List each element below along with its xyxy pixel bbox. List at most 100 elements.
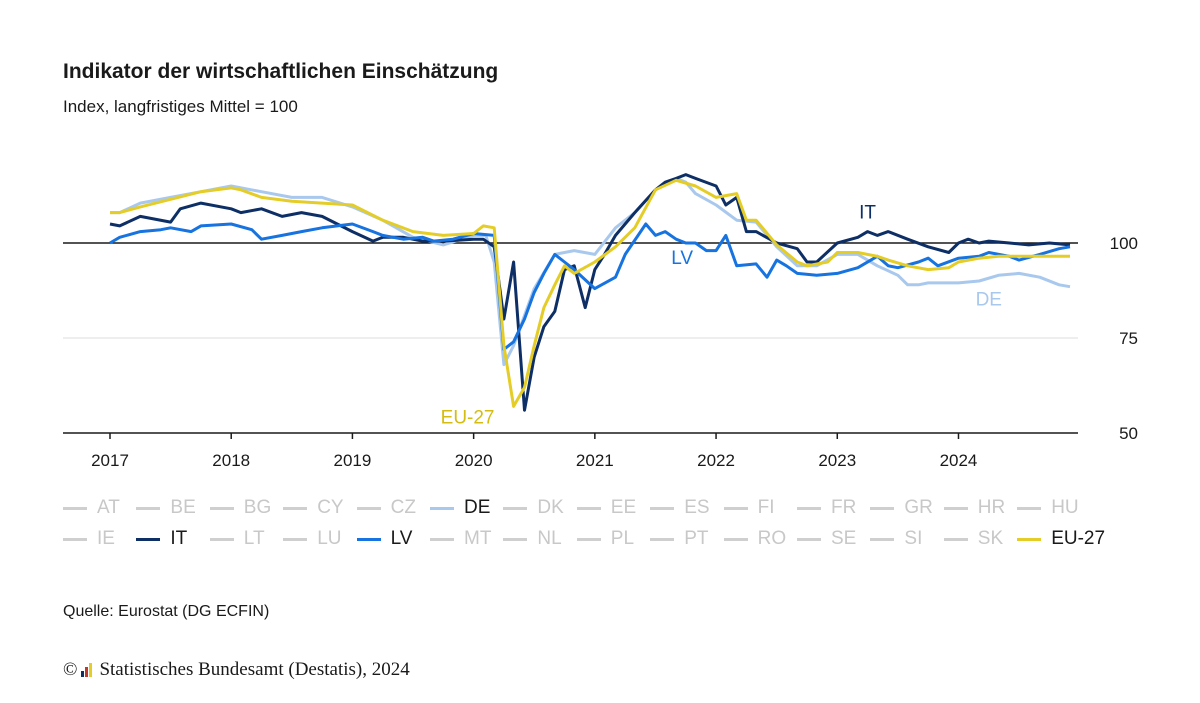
line-chart: 50 75 100 2017 2018 2019 2020 2021 2022 2023 2024… <box>63 173 1138 470</box>
legend-item-lv[interactable]: LV <box>356 524 413 554</box>
legend-label: GR <box>904 497 933 518</box>
legend-swatch-icon <box>209 506 234 510</box>
legend-label: HR <box>977 497 1006 518</box>
series-labels: DE IT LV EU-27 <box>441 202 1002 428</box>
legend-label: CZ <box>390 497 416 518</box>
x-tick-label-2017: 2017 <box>91 451 129 470</box>
axes <box>63 432 1078 439</box>
x-tick-label-2022: 2022 <box>697 451 735 470</box>
legend-item-nl[interactable]: NL <box>503 524 562 554</box>
copyright-symbol: © <box>63 659 78 680</box>
legend-item-bg[interactable]: BG <box>209 493 271 523</box>
legend-item-si[interactable]: SI <box>870 524 922 554</box>
y-tick-labels: 50 75 100 <box>1110 234 1138 443</box>
legend-label: LT <box>243 528 265 549</box>
x-tick-label-2019: 2019 <box>334 451 372 470</box>
legend-item-lt[interactable]: LT <box>209 524 265 554</box>
legend-item-dk[interactable]: DK <box>503 493 564 523</box>
legend-item-it[interactable]: IT <box>136 524 187 554</box>
legend-label: IT <box>170 528 188 549</box>
legend-swatch-icon <box>283 537 308 541</box>
x-tick-label-2023: 2023 <box>818 451 856 470</box>
legend-swatch-icon <box>1017 537 1042 541</box>
legend-label: BE <box>170 497 196 518</box>
legend-item-ro[interactable]: RO <box>723 524 787 554</box>
chart-title: Indikator der wirtschaftlichen Einschätz… <box>63 60 499 83</box>
legend-label: SK <box>977 528 1004 549</box>
chart-subtitle: Index, langfristiges Mittel = 100 <box>63 97 298 116</box>
legend-item-ee[interactable]: EE <box>576 493 637 523</box>
x-tick-labels: 2017 2018 2019 2020 2021 2022 2023 2024 <box>91 451 977 470</box>
legend-label: EE <box>610 497 637 518</box>
legend-swatch-icon <box>283 506 308 510</box>
legend-label: SE <box>831 528 857 549</box>
x-tick-label-2018: 2018 <box>212 451 250 470</box>
legend-label: DK <box>537 497 564 518</box>
series-line-it[interactable] <box>109 173 1071 412</box>
legend-swatch-icon <box>576 506 601 510</box>
legend-label: DE <box>464 497 491 518</box>
legend-swatch-icon <box>136 506 161 510</box>
x-tick-label-2021: 2021 <box>576 451 614 470</box>
y-tick-label-75: 75 <box>1119 329 1138 348</box>
legend-item-pt[interactable]: PT <box>650 524 708 554</box>
gridlines <box>63 242 1078 339</box>
legend-swatch-icon <box>943 506 968 510</box>
legend-swatch-icon <box>723 506 748 510</box>
legend-item-cz[interactable]: CZ <box>356 493 416 523</box>
legend-label: CY <box>317 497 344 518</box>
legend-swatch-icon <box>650 537 675 541</box>
series-label-it: IT <box>859 202 876 223</box>
x-tick-label-2020: 2020 <box>455 451 493 470</box>
legend-label: PL <box>610 528 635 549</box>
series-label-de: DE <box>976 290 1002 311</box>
legend-label: HU <box>1051 497 1079 518</box>
legend-item-lu[interactable]: LU <box>283 524 341 554</box>
legend-swatch-icon <box>503 506 528 510</box>
legend-item-fi[interactable]: FI <box>723 493 775 523</box>
legend-item-hr[interactable]: HR <box>943 493 1006 523</box>
legend-label: IE <box>97 528 115 549</box>
legend-item-sk[interactable]: SK <box>943 524 1004 554</box>
legend-label: LU <box>317 528 342 549</box>
legend-swatch-icon <box>943 537 968 541</box>
legend-label: FR <box>831 497 857 518</box>
legend-item-de[interactable]: DE <box>430 493 490 523</box>
legend-item-gr[interactable]: GR <box>870 493 933 523</box>
legend-item-mt[interactable]: MT <box>430 524 491 554</box>
legend-label: NL <box>537 528 562 549</box>
legend-swatch-icon <box>870 537 895 541</box>
destatis-logo-icon <box>81 663 93 677</box>
legend-label: AT <box>97 497 120 518</box>
legend-label: MT <box>464 528 492 549</box>
legend-label: LV <box>390 528 413 549</box>
legend-item-pl[interactable]: PL <box>576 524 635 554</box>
legend-swatch-icon <box>503 537 528 541</box>
legend-swatch-icon <box>797 537 821 541</box>
legend-label: PT <box>684 528 709 549</box>
legend-item-fr[interactable]: FR <box>797 493 856 523</box>
legend-item-at[interactable]: AT <box>63 493 120 523</box>
legend-item-es[interactable]: ES <box>650 493 710 523</box>
legend-swatch-icon <box>356 506 381 510</box>
legend-item-se[interactable]: SE <box>797 524 856 554</box>
series-line-eu-27[interactable] <box>110 178 1070 408</box>
y-tick-label-50: 50 <box>1119 424 1138 443</box>
legend-swatch-icon <box>430 537 454 541</box>
legend-item-cy[interactable]: CY <box>283 493 344 523</box>
copyright-text: Statistisches Bundesamt (Destatis), 2024 <box>99 659 410 680</box>
legend-item-be[interactable]: BE <box>136 493 196 523</box>
series-line-de[interactable] <box>110 176 1071 367</box>
legend-item-ie[interactable]: IE <box>63 524 115 554</box>
copyright: © Statistisches Bundesamt (Destatis), 20… <box>63 659 410 681</box>
legend-label: RO <box>757 528 787 549</box>
legend-swatch-icon <box>136 537 161 541</box>
legend-item-hu[interactable]: HU <box>1017 493 1079 523</box>
legend-swatch-icon <box>870 506 895 510</box>
y-tick-label-100: 100 <box>1110 234 1138 253</box>
x-tick-label-2024: 2024 <box>940 451 978 470</box>
legend-item-eu-27[interactable]: EU-27 <box>1017 524 1105 554</box>
legend-swatch-icon <box>430 506 454 510</box>
legend-label: FI <box>757 497 775 518</box>
legend-swatch-icon <box>63 506 87 510</box>
